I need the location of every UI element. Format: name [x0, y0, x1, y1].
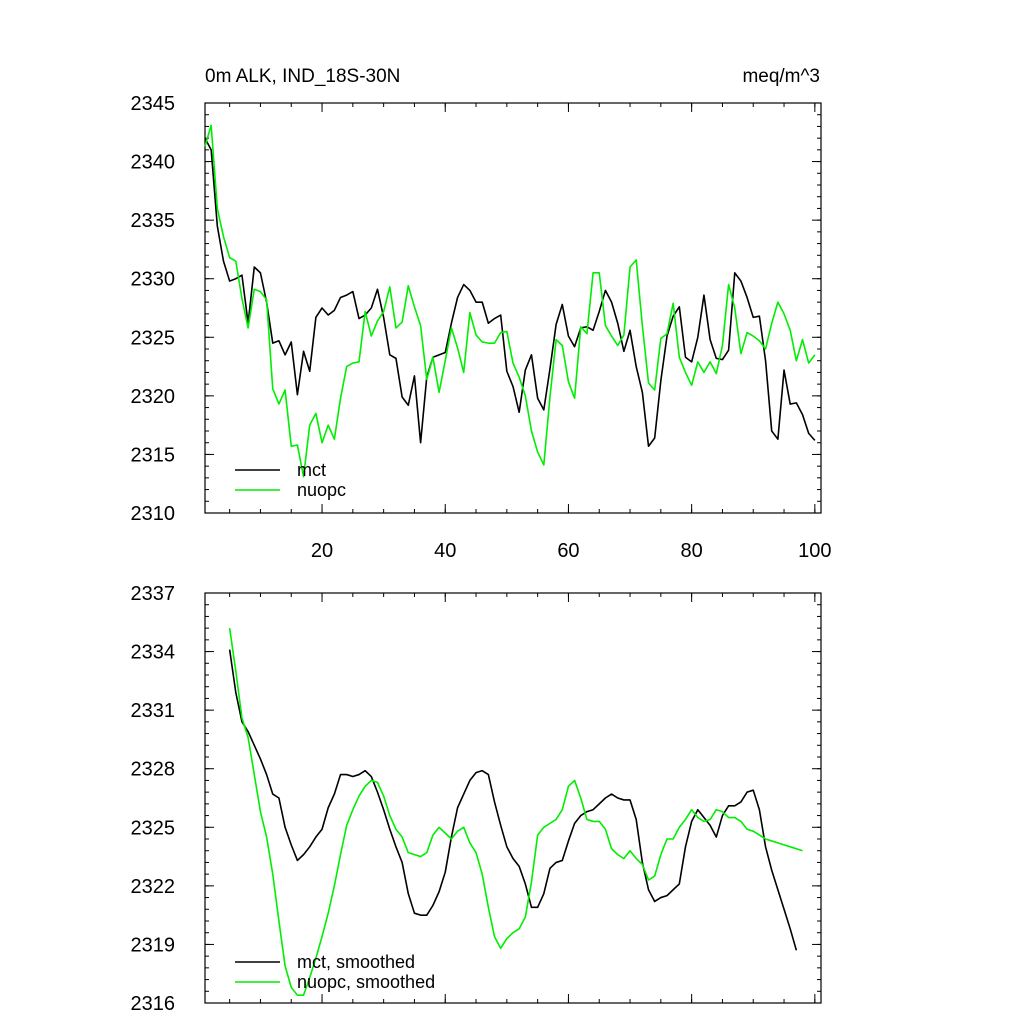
y-tick-labels-bottom: 2316 2319 2322 2325 2328 2331 2334 2337: [131, 583, 176, 1015]
y-tick-label: 2331: [131, 700, 176, 722]
y-tick-label: 2320: [131, 386, 176, 408]
plot-frame-bottom: [204, 592, 822, 1004]
series-bottom: [228, 628, 803, 996]
legend-label-nuopc: nuopc: [297, 480, 346, 500]
x-tick-label: 20: [311, 540, 333, 562]
y-tick-label: 2319: [131, 934, 176, 956]
series-line-nuopc-smoothed: [228, 628, 803, 996]
legend-label-mct: mct: [297, 460, 326, 480]
y-tick-label: 2328: [131, 759, 176, 781]
x-tick-labels-top: 20 40 60 80 100: [311, 540, 832, 562]
y-tick-label: 2330: [131, 269, 176, 291]
y-tick-label: 2345: [131, 93, 176, 115]
chart-title-left: 0m ALK, IND_18S-30N: [205, 66, 400, 87]
series-line-nuopc: [204, 124, 816, 478]
ticks-bottom: [205, 592, 821, 1004]
panel-top: 0m ALK, IND_18S-30N meq/m^3 2310 2315 2320…: [131, 66, 832, 562]
y-tick-label: 2310: [131, 503, 176, 525]
y-tick-label: 2325: [131, 327, 176, 349]
y-tick-label: 2316: [131, 993, 176, 1015]
y-tick-label: 2337: [131, 583, 176, 605]
chart-title-right: meq/m^3: [742, 66, 820, 87]
y-tick-labels-top: 2310 2315 2320 2325 2330 2335 2340 2345: [131, 93, 176, 525]
legend-label-nuopc-smoothed: nuopc, smoothed: [297, 972, 435, 992]
series-top: [204, 124, 816, 478]
x-tick-label: 60: [557, 540, 579, 562]
legend-top: mct nuopc: [235, 460, 346, 500]
x-tick-label: 80: [681, 540, 703, 562]
y-tick-label: 2322: [131, 876, 176, 898]
x-tick-label: 40: [434, 540, 456, 562]
ticks-top: [205, 102, 821, 514]
y-tick-label: 2335: [131, 210, 176, 232]
y-tick-label: 2334: [131, 642, 176, 664]
legend-label-mct-smoothed: mct, smoothed: [297, 952, 415, 972]
plot-frame-top: [204, 102, 822, 514]
legend-bottom: mct, smoothed nuopc, smoothed: [235, 952, 435, 992]
series-line-mct: [204, 137, 816, 448]
panel-bottom: 2316 2319 2322 2325 2328 2331 2334 2337 mct, sm…: [131, 583, 822, 1015]
y-tick-label: 2340: [131, 152, 176, 174]
x-tick-label: 100: [798, 540, 831, 562]
y-tick-label: 2315: [131, 444, 176, 466]
series-line-mct-smoothed: [228, 649, 798, 951]
y-tick-label: 2325: [131, 817, 176, 839]
